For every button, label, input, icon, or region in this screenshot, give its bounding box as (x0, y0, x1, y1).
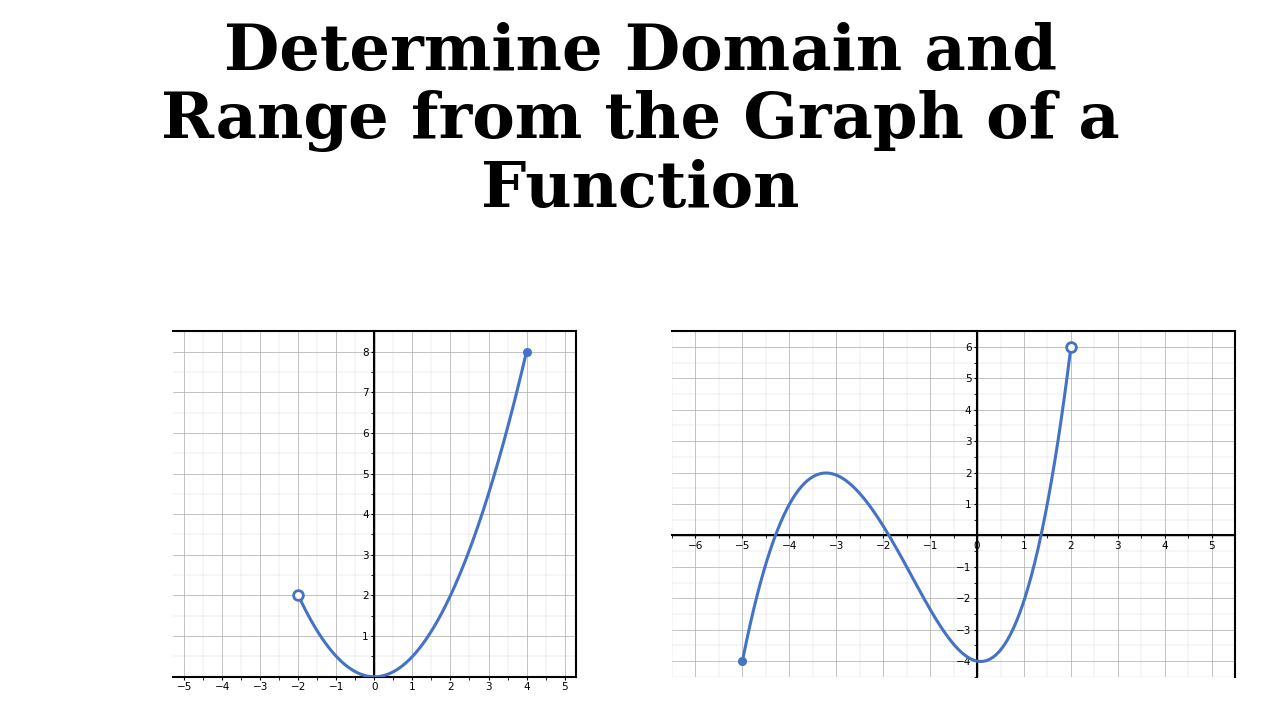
Text: Determine Domain and
Range from the Graph of a
Function: Determine Domain and Range from the Grap… (160, 22, 1120, 220)
